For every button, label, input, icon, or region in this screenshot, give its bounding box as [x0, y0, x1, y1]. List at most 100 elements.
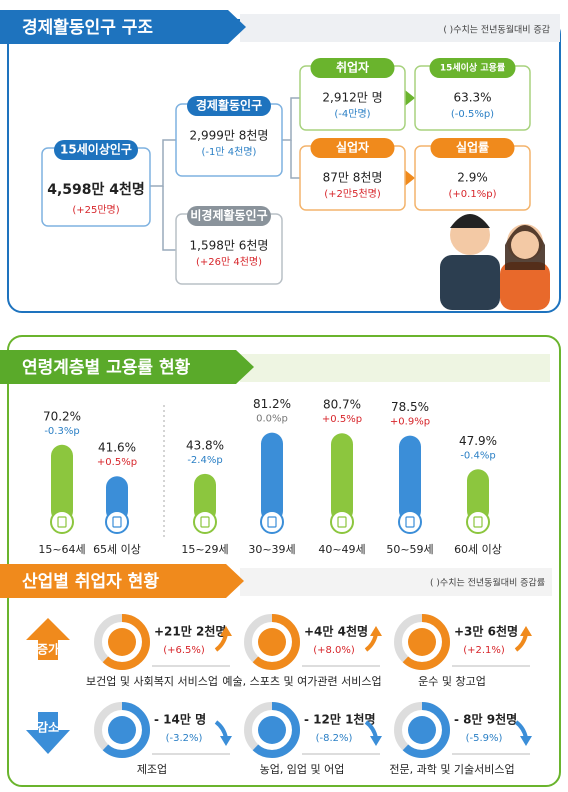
industry-value: +3만 6천명 — [454, 624, 518, 639]
node-header — [310, 58, 395, 78]
bar-icon-glyph — [337, 516, 347, 528]
connectors — [150, 97, 300, 251]
value-label: 80.7% — [323, 398, 361, 412]
value-label: 81.2% — [253, 397, 291, 411]
bar — [261, 432, 283, 522]
arrow — [405, 90, 415, 106]
decrease-arrow — [26, 712, 70, 754]
node-header — [430, 138, 515, 158]
bar-icon-glyph — [57, 516, 67, 528]
node-change: (-1만 4천명) — [202, 146, 257, 158]
industry-name: 예술, 스포츠 및 여가관련 서비스업 — [222, 675, 381, 688]
bar-icon-glyph — [473, 516, 483, 528]
bar-icon — [398, 510, 422, 534]
node-change: (+25만명) — [72, 204, 119, 216]
header-shape — [0, 350, 254, 384]
bar — [467, 469, 489, 522]
header-shape — [0, 10, 246, 44]
node-change: (+0.1%p) — [449, 189, 497, 200]
bar — [106, 476, 128, 522]
industry-name: 전문, 과학 및 기술서비스업 — [389, 763, 514, 776]
industry-value: +4만 4천명 — [304, 624, 368, 639]
node-label: 실업률 — [456, 140, 489, 155]
node-label: 취업자 — [336, 60, 369, 75]
trend-arrow-head — [220, 736, 232, 746]
trend-arrow-head — [220, 626, 232, 636]
industry-name: 농업, 임업 및 어업 — [260, 763, 345, 776]
header-band — [240, 568, 552, 596]
trend-arrow-head — [520, 736, 532, 746]
header-band — [240, 354, 550, 382]
industry-icon — [258, 716, 286, 744]
change-label: +0.5%p — [322, 414, 362, 425]
header-band — [240, 14, 560, 42]
change-label: 0.0%p — [256, 414, 288, 425]
industry-change: (-8.2%) — [316, 733, 353, 744]
bar-icon — [260, 510, 284, 534]
industry-icon — [408, 628, 436, 656]
increase-label: 증가 — [37, 642, 59, 657]
node-change: (+26만 4천명) — [196, 256, 262, 268]
x-tick-label: 50~59세 — [386, 543, 433, 556]
increase-arrow — [26, 618, 70, 660]
section-title: 산업별 취업자 현황 — [22, 571, 159, 592]
node-label: 비경제활동인구 — [190, 208, 267, 223]
industry-icon — [408, 716, 436, 744]
node-value: 2,912만 명 — [322, 91, 382, 105]
x-tick-label: 15~64세 — [38, 543, 85, 556]
node-label: 실업자 — [336, 140, 369, 155]
industry-change: (+6.5%) — [163, 645, 205, 656]
bar-icon-glyph — [405, 516, 415, 528]
node-change: (-4만명) — [334, 108, 370, 120]
section-note: ( )수치는 전년동월대비 증감 — [443, 24, 550, 36]
industry-change: (-3.2%) — [166, 733, 203, 744]
node-label: 경제활동인구 — [196, 98, 262, 113]
bar-icon — [50, 510, 74, 534]
change-label: -0.4%p — [460, 450, 495, 461]
node-change: (-0.5%p) — [451, 109, 494, 120]
bar — [399, 435, 421, 522]
bar-icon — [466, 510, 490, 534]
bar — [331, 433, 353, 522]
x-tick-label: 60세 이상 — [454, 543, 502, 556]
trend-arrow-head — [370, 736, 382, 746]
industry-icon — [258, 628, 286, 656]
ring-arc — [94, 702, 150, 758]
bar-icon — [193, 510, 217, 534]
x-tick-label: 40~49세 — [318, 543, 365, 556]
decrease-label: 감소 — [37, 720, 59, 735]
industry-value: +21만 2천명 — [154, 624, 226, 639]
industry-icon — [108, 716, 136, 744]
node-value: 2,999만 8천명 — [190, 128, 269, 143]
industry-name: 제조업 — [137, 763, 167, 776]
bar-icon-glyph — [200, 516, 210, 528]
node-value: 87만 8천명 — [323, 170, 383, 185]
bar-icon — [330, 510, 354, 534]
industry-icon — [108, 628, 136, 656]
node-label: 15세이상인구 — [60, 142, 132, 157]
node-header — [187, 206, 271, 226]
node-change: (+2만5천명) — [324, 188, 381, 200]
node-header — [429, 58, 516, 78]
section-note: ( )수치는 전년동월대비 증감률 — [430, 577, 545, 589]
industry-change: (+8.0%) — [313, 645, 355, 656]
node-header — [54, 140, 138, 160]
value-label: 41.6% — [98, 441, 136, 455]
trend-arrow-head — [520, 626, 532, 636]
x-tick-label: 30~39세 — [248, 543, 295, 556]
industry-change: (+2.1%) — [463, 645, 505, 656]
section-frame — [7, 335, 561, 787]
section-title: 연령계층별 고용률 현황 — [22, 357, 191, 378]
node-value: 63.3% — [453, 91, 491, 105]
node-header — [187, 96, 271, 116]
node-value: 2.9% — [457, 171, 488, 185]
industry-change: (-5.9%) — [466, 733, 503, 744]
value-label: 70.2% — [43, 409, 81, 423]
change-label: -0.3%p — [44, 426, 79, 437]
bar — [194, 473, 216, 522]
node-label: 15세이상 고용률 — [440, 62, 505, 74]
arrow — [405, 170, 415, 186]
value-label: 47.9% — [459, 434, 497, 448]
